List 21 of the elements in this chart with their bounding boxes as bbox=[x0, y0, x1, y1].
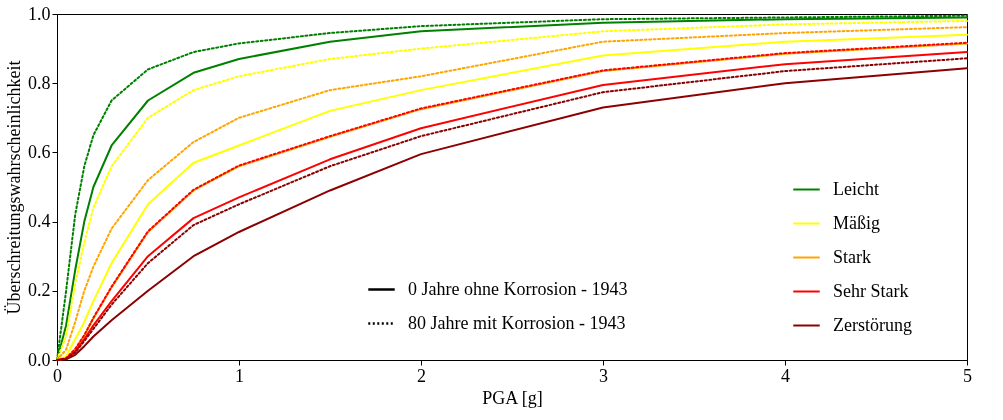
legend-label: Zerstörung bbox=[833, 314, 912, 335]
y-tick-label: 0.0 bbox=[28, 349, 51, 370]
y-axis-title: Überschreitungswahrscheinlichkeit bbox=[4, 60, 24, 315]
y-tick-label: 0.8 bbox=[28, 72, 51, 93]
legend-label: Mäßig bbox=[833, 212, 880, 233]
legend-label: Leicht bbox=[833, 178, 879, 199]
legend-label: Sehr Stark bbox=[833, 280, 909, 301]
x-axis-title: PGA [g] bbox=[482, 387, 543, 408]
x-tick-label: 0 bbox=[53, 365, 62, 386]
y-tick-label: 0.6 bbox=[28, 141, 51, 162]
annotation: 80 Jahre mit Korrosion - 1943 bbox=[408, 312, 626, 333]
x-tick-label: 4 bbox=[781, 365, 790, 386]
y-tick-label: 0.2 bbox=[28, 280, 51, 301]
y-tick-label: 1.0 bbox=[28, 3, 51, 24]
legend-label: Stark bbox=[833, 246, 871, 267]
annotation: 0 Jahre ohne Korrosion - 1943 bbox=[408, 278, 628, 299]
x-tick-label: 3 bbox=[599, 365, 608, 386]
y-tick-label: 0.4 bbox=[28, 211, 51, 232]
x-tick-label: 5 bbox=[963, 365, 972, 386]
x-tick-label: 2 bbox=[417, 365, 426, 386]
x-tick-label: 1 bbox=[235, 365, 244, 386]
